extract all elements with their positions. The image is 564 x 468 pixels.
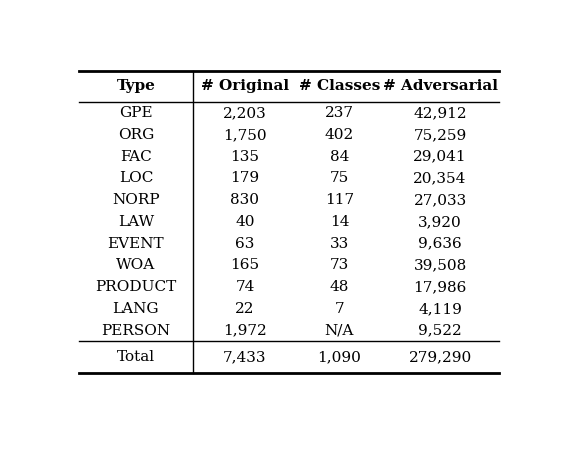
Text: LAW: LAW [118, 215, 154, 229]
Text: 1,750: 1,750 [223, 128, 267, 142]
Text: 40: 40 [235, 215, 255, 229]
Text: 402: 402 [325, 128, 354, 142]
Text: 1,972: 1,972 [223, 324, 267, 337]
Text: 117: 117 [325, 193, 354, 207]
Text: 20,354: 20,354 [413, 171, 467, 185]
Text: WOA: WOA [116, 258, 156, 272]
Text: 7,433: 7,433 [223, 351, 267, 365]
Text: 48: 48 [330, 280, 349, 294]
Text: 3,920: 3,920 [418, 215, 462, 229]
Text: EVENT: EVENT [108, 237, 164, 251]
Text: 42,912: 42,912 [413, 106, 467, 120]
Text: 17,986: 17,986 [413, 280, 467, 294]
Text: 135: 135 [231, 150, 259, 164]
Text: 29,041: 29,041 [413, 150, 467, 164]
Text: Total: Total [117, 351, 155, 365]
Text: 179: 179 [231, 171, 259, 185]
Text: 75: 75 [330, 171, 349, 185]
Text: PERSON: PERSON [102, 324, 170, 337]
Text: N/A: N/A [325, 324, 354, 337]
Text: 75,259: 75,259 [413, 128, 467, 142]
Text: 74: 74 [235, 280, 255, 294]
Text: 279,290: 279,290 [408, 351, 472, 365]
Text: 1,090: 1,090 [318, 351, 362, 365]
Text: GPE: GPE [119, 106, 153, 120]
Text: 4,119: 4,119 [418, 302, 462, 316]
Text: LANG: LANG [113, 302, 159, 316]
Text: 73: 73 [330, 258, 349, 272]
Text: Type: Type [116, 80, 155, 94]
Text: FAC: FAC [120, 150, 152, 164]
Text: # Adversarial: # Adversarial [382, 80, 497, 94]
Text: 2,203: 2,203 [223, 106, 267, 120]
Text: # Original: # Original [201, 80, 289, 94]
Text: 22: 22 [235, 302, 255, 316]
Text: 7: 7 [334, 302, 344, 316]
Text: 27,033: 27,033 [413, 193, 467, 207]
Text: 9,522: 9,522 [418, 324, 462, 337]
Text: 63: 63 [235, 237, 255, 251]
Text: PRODUCT: PRODUCT [95, 280, 177, 294]
Text: 14: 14 [329, 215, 349, 229]
Text: 830: 830 [231, 193, 259, 207]
Text: 237: 237 [325, 106, 354, 120]
Text: 9,636: 9,636 [418, 237, 462, 251]
Text: NORP: NORP [112, 193, 160, 207]
Text: 165: 165 [231, 258, 259, 272]
Text: LOC: LOC [118, 171, 153, 185]
Text: # Classes: # Classes [299, 80, 380, 94]
Text: 33: 33 [330, 237, 349, 251]
Text: 84: 84 [330, 150, 349, 164]
Text: ORG: ORG [118, 128, 154, 142]
Text: 39,508: 39,508 [413, 258, 467, 272]
